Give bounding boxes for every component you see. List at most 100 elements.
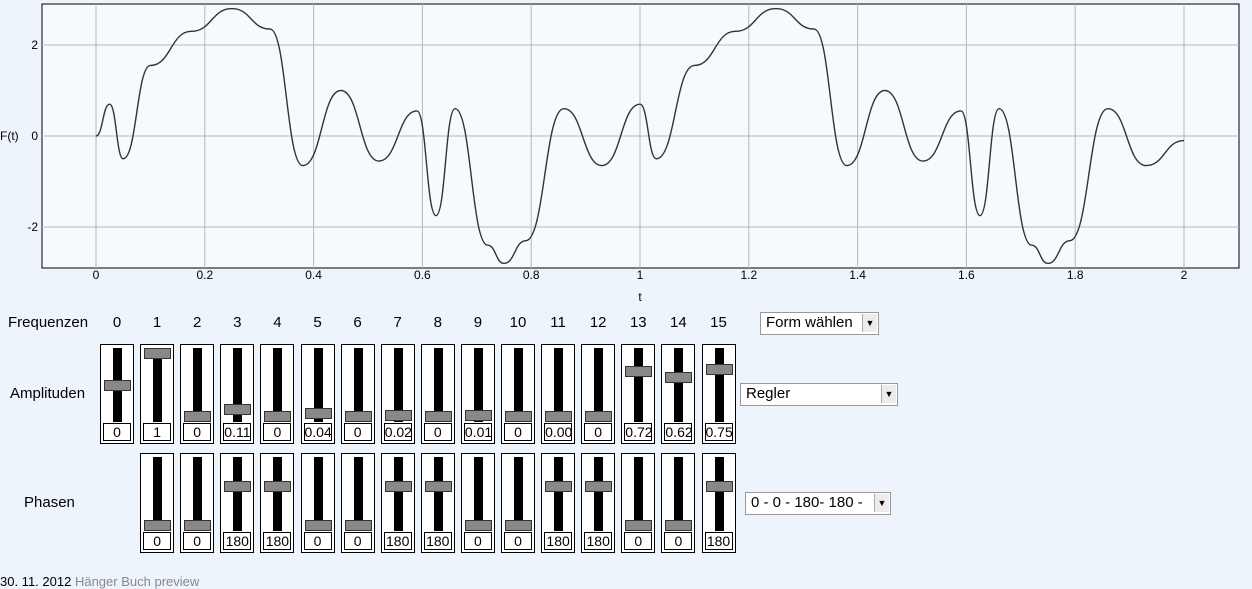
amplitude-slider-8[interactable]: 0 (420, 344, 455, 444)
slider-value-field[interactable]: 0 (504, 423, 532, 441)
phase-slider-14[interactable]: 0 (661, 453, 696, 553)
slider-value-field[interactable]: 180 (263, 532, 292, 550)
slider-value-field[interactable]: 0.00 (544, 423, 573, 441)
slider-value-field[interactable]: 0 (463, 532, 492, 550)
amplitude-slider-6[interactable]: 0 (340, 344, 375, 444)
slider-thumb[interactable] (104, 379, 131, 391)
slider-thumb[interactable] (464, 520, 492, 531)
slider-value-field[interactable]: 0 (103, 423, 131, 441)
slider-thumb[interactable] (665, 371, 693, 383)
amplitude-slider-11[interactable]: 0.00 (541, 344, 576, 444)
slider-thumb[interactable] (344, 520, 372, 531)
slider-thumb[interactable] (264, 411, 292, 422)
slider-thumb[interactable] (184, 520, 212, 531)
slider-value-field[interactable]: 0.04 (303, 423, 332, 441)
slider-value-field[interactable]: 0 (343, 423, 372, 441)
amplitude-slider-3[interactable]: 0.11 (220, 344, 255, 444)
slider-thumb[interactable] (424, 411, 452, 422)
amplitude-slider-5[interactable]: 0.04 (300, 344, 335, 444)
slider-value-field[interactable]: 0 (303, 532, 332, 550)
amplitude-slider-10[interactable]: 0 (501, 344, 535, 444)
slider-thumb[interactable] (705, 480, 733, 492)
phase-slider-11[interactable]: 180 (541, 453, 576, 553)
slider-thumb[interactable] (625, 520, 653, 531)
slider-thumb[interactable] (144, 520, 172, 531)
footer-link-buch[interactable]: Buch preview (121, 574, 200, 589)
slider-value-field[interactable]: 0 (343, 532, 372, 550)
amplitude-slider-14[interactable]: 0.62 (661, 344, 696, 444)
slider-value-field[interactable]: 180 (584, 532, 613, 550)
slider-value-field[interactable]: 0.01 (463, 423, 492, 441)
chevron-down-icon: ▼ (881, 385, 896, 403)
slider-thumb[interactable] (344, 411, 372, 422)
phase-slider-6[interactable]: 0 (340, 453, 375, 553)
slider-value-field[interactable]: 180 (544, 532, 573, 550)
slider-thumb[interactable] (585, 480, 613, 492)
slider-thumb[interactable] (505, 411, 532, 422)
slider-value-field[interactable]: 0 (183, 423, 212, 441)
phase-slider-13[interactable]: 0 (621, 453, 656, 553)
slider-value-field[interactable]: 0 (504, 532, 532, 550)
slider-value-field[interactable]: 180 (223, 532, 252, 550)
slider-thumb[interactable] (464, 410, 492, 422)
amplitude-slider-12[interactable]: 0 (581, 344, 616, 444)
slider-thumb[interactable] (144, 348, 172, 359)
slider-value-field[interactable]: 180 (704, 532, 733, 550)
amplitude-slider-4[interactable]: 0 (260, 344, 295, 444)
slider-value-field[interactable]: 0 (143, 532, 172, 550)
slider-thumb[interactable] (545, 411, 573, 422)
phase-slider-12[interactable]: 180 (581, 453, 616, 553)
amplitude-slider-7[interactable]: 0.02 (380, 344, 415, 444)
amplitude-slider-1[interactable]: 1 (140, 344, 175, 444)
slider-value-field[interactable]: 0.11 (223, 423, 252, 441)
slider-thumb[interactable] (384, 480, 412, 492)
footer-link-haenger[interactable]: Hänger (74, 574, 118, 589)
phase-slider-9[interactable]: 0 (460, 453, 495, 553)
slider-value-field[interactable]: 0 (263, 423, 292, 441)
slider-value-field[interactable]: 0 (584, 423, 613, 441)
slider-value-field[interactable]: 180 (423, 532, 452, 550)
slider-thumb[interactable] (224, 480, 252, 492)
amplitude-slider-9[interactable]: 0.01 (460, 344, 495, 444)
slider-thumb[interactable] (625, 365, 653, 377)
phase-slider-10[interactable]: 0 (501, 453, 535, 553)
phase-slider-8[interactable]: 180 (420, 453, 455, 553)
phase-slider-7[interactable]: 180 (380, 453, 415, 553)
phase-slider-1[interactable]: 0 (140, 453, 175, 553)
phase-slider-3[interactable]: 180 (220, 453, 255, 553)
slider-thumb[interactable] (184, 411, 212, 422)
amplitude-slider-15[interactable]: 0.75 (701, 344, 736, 444)
slider-value-field[interactable]: 0.02 (383, 423, 412, 441)
slider-value-field[interactable]: 0.75 (704, 423, 733, 441)
slider-value-field[interactable]: 0 (423, 423, 452, 441)
phase-slider-4[interactable]: 180 (260, 453, 295, 553)
slider-thumb[interactable] (505, 520, 532, 531)
slider-value-field[interactable]: 1 (143, 423, 172, 441)
slider-thumb[interactable] (424, 480, 452, 492)
slider-value-field[interactable]: 0 (664, 532, 693, 550)
form-select[interactable]: Form wählen ▼ (760, 312, 879, 335)
slider-value-field[interactable]: 0 (183, 532, 212, 550)
slider-track (433, 348, 443, 422)
slider-thumb[interactable] (665, 520, 693, 531)
slider-value-field[interactable]: 0.72 (624, 423, 653, 441)
regler-select[interactable]: Regler ▼ (740, 383, 898, 406)
amplitude-slider-2[interactable]: 0 (180, 344, 215, 444)
amplitude-slider-13[interactable]: 0.72 (621, 344, 656, 444)
slider-thumb[interactable] (545, 480, 573, 492)
slider-thumb[interactable] (224, 404, 252, 416)
slider-thumb[interactable] (264, 480, 292, 492)
slider-thumb[interactable] (384, 409, 412, 421)
slider-thumb[interactable] (304, 408, 332, 420)
slider-value-field[interactable]: 0 (624, 532, 653, 550)
slider-value-field[interactable]: 180 (383, 532, 412, 550)
phase-slider-5[interactable]: 0 (300, 453, 335, 553)
slider-thumb[interactable] (705, 363, 733, 375)
slider-thumb[interactable] (304, 520, 332, 531)
amplitude-slider-0[interactable]: 0 (100, 344, 134, 444)
slider-thumb[interactable] (585, 411, 613, 422)
slider-value-field[interactable]: 0.62 (664, 423, 693, 441)
phase-slider-15[interactable]: 180 (701, 453, 736, 553)
phase-preset-select[interactable]: 0 - 0 - 180- 180 - ▼ (745, 492, 891, 515)
phase-slider-2[interactable]: 0 (180, 453, 215, 553)
